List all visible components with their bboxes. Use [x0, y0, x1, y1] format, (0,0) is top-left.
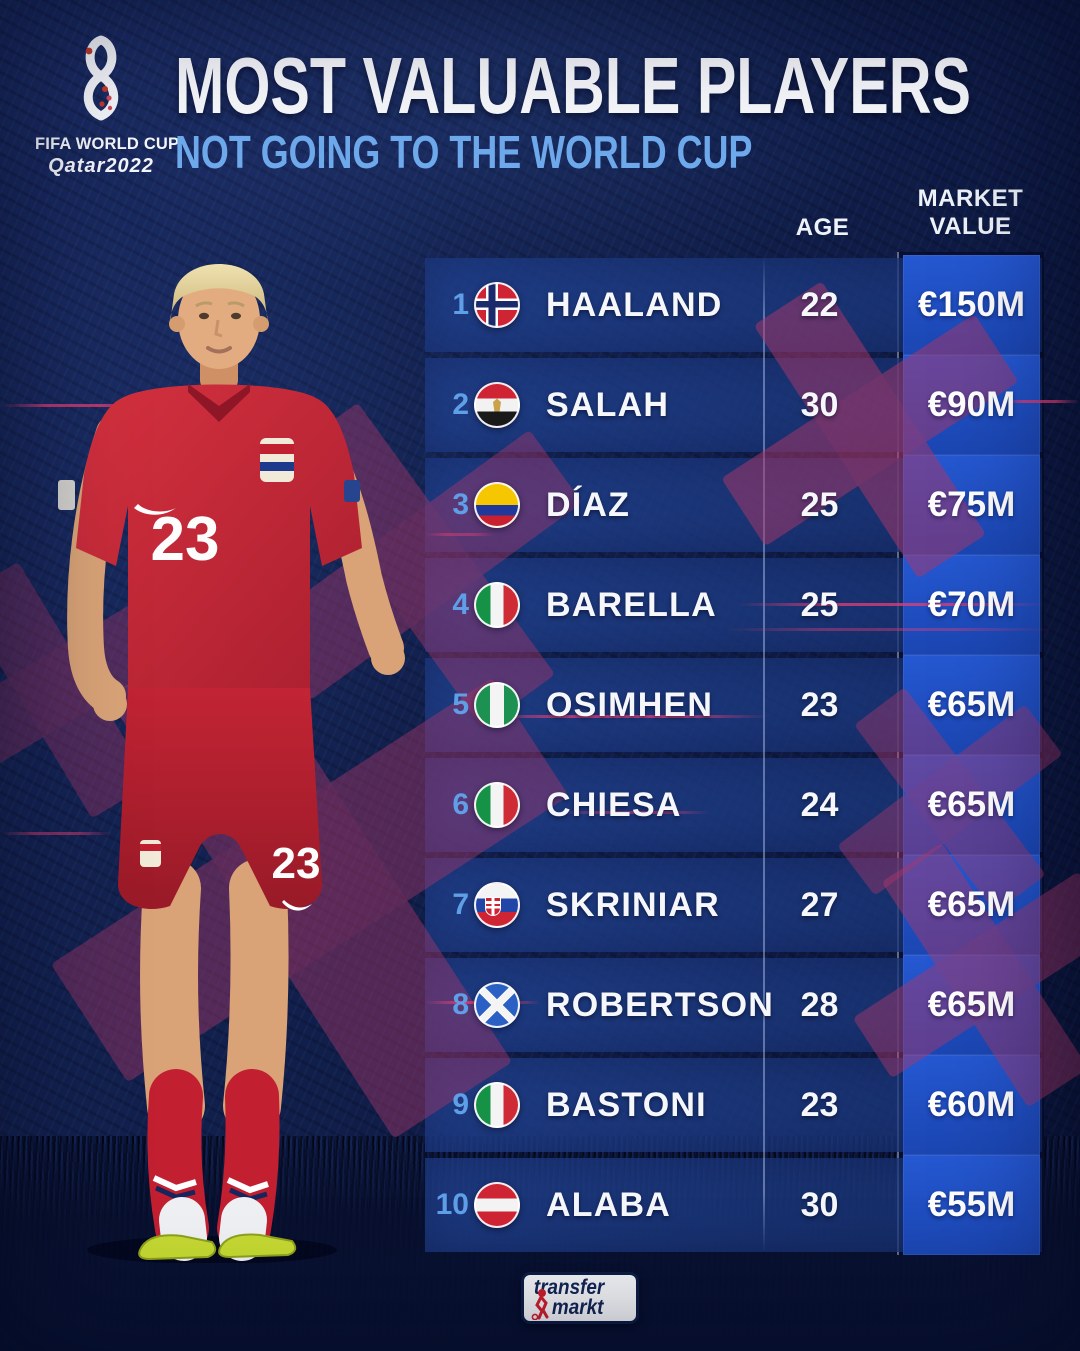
page-title: MOST VALUABLE PLAYERS: [175, 41, 971, 130]
age-value: 28: [800, 985, 839, 1024]
rank-label: 6: [452, 788, 469, 821]
age-value: 23: [800, 685, 839, 724]
flag-icon: [474, 1182, 520, 1228]
transfermarkt-text-top: transfer: [533, 1276, 605, 1299]
fifa-world-cup-logo: FIFA WORLD CUP Qatar2022: [35, 34, 180, 178]
flag-icon: [474, 882, 520, 928]
table-row: 3 DÍAZ 25 €75M: [425, 458, 1042, 552]
x-decoration: [0, 551, 194, 830]
rank-label: 5: [452, 688, 469, 721]
flag-icon: [474, 782, 520, 828]
rank-label: 1: [452, 288, 469, 321]
rank-label: 9: [452, 1088, 469, 1121]
market-value: €75M: [927, 485, 1016, 524]
flag-icon: [474, 1082, 520, 1128]
svg-text:23: 23: [272, 839, 321, 888]
flag-icon: [474, 382, 520, 428]
fifa-logo-text: FIFA WORLD CUP: [35, 135, 180, 153]
row-background: [425, 655, 1042, 755]
fifa-logo-year: Qatar2022: [48, 155, 154, 177]
streak-decoration: [0, 832, 112, 835]
player-name: ALABA: [546, 1185, 671, 1224]
flag-icon: [474, 582, 520, 628]
row-background: [425, 955, 1042, 1055]
row-background: [425, 255, 1042, 355]
table-row: 6 CHIESA 24 €65M: [425, 758, 1042, 852]
market-value: €65M: [927, 785, 1016, 824]
market-value: €70M: [927, 585, 1016, 624]
player-name: ROBERTSON: [546, 985, 775, 1024]
market-value: €65M: [927, 685, 1016, 724]
age-value: 30: [800, 1185, 839, 1224]
table-row: 10 ALABA 30 €55M: [425, 1158, 1042, 1252]
age-value: 22: [800, 285, 839, 324]
column-divider-line: [763, 256, 765, 1252]
rank-label: 8: [452, 988, 469, 1021]
rank-label: 7: [452, 888, 469, 921]
player-name: SALAH: [546, 385, 670, 424]
transfermarkt-logo: transfer markt: [521, 1272, 639, 1324]
row-background: [425, 755, 1042, 855]
flag-icon: [474, 982, 520, 1028]
row-background: [425, 455, 1042, 555]
table-row: 9 BASTONI 23 €60M: [425, 1058, 1042, 1152]
footballer-icon: [531, 1289, 549, 1320]
player-name: HAALAND: [546, 285, 723, 324]
flag-icon: [474, 282, 520, 328]
flag-icon: [474, 482, 520, 528]
age-value: 24: [800, 785, 839, 824]
player-name: DÍAZ: [546, 485, 631, 524]
flag-icon: [474, 682, 520, 728]
market-value: €65M: [927, 985, 1016, 1024]
age-value: 30: [800, 385, 839, 424]
svg-text:23: 23: [151, 505, 220, 574]
rank-label: 2: [452, 388, 469, 421]
market-value: €65M: [927, 885, 1016, 924]
row-background: [425, 355, 1042, 455]
player-name: BARELLA: [546, 585, 717, 624]
rank-label: 10: [435, 1188, 469, 1221]
table-row: 1 HAALAND 22 €150M: [425, 258, 1042, 352]
page-subtitle: NOT GOING TO THE WORLD CUP: [175, 126, 753, 178]
column-header-age: AGE: [795, 214, 850, 241]
market-value: €90M: [927, 385, 1016, 424]
age-value: 25: [800, 485, 839, 524]
table-row: 8 ROBERTSON 28 €65M: [425, 958, 1042, 1052]
rank-label: 4: [452, 588, 469, 621]
player-name: SKRINIAR: [546, 885, 720, 924]
rank-label: 3: [452, 488, 469, 521]
market-value: €60M: [927, 1085, 1016, 1124]
fifa-emblem: [83, 35, 119, 121]
player-photo: 23 23: [58, 264, 405, 1263]
row-background: [425, 855, 1042, 955]
column-header-market-value: MARKET VALUE: [917, 185, 1024, 240]
table-row: 5 OSIMHEN 23 €65M: [425, 658, 1042, 752]
table-row: 4 BARELLA 25 €70M: [425, 558, 1042, 652]
row-background: [425, 1155, 1042, 1255]
table-row: 2 SALAH 30 €90M: [425, 358, 1042, 452]
streak-decoration: [0, 404, 150, 407]
player-name: BASTONI: [546, 1085, 707, 1124]
player-name: OSIMHEN: [546, 685, 714, 724]
market-value: €55M: [927, 1185, 1016, 1224]
table-row: 7 SKRINIAR 27 €65M: [425, 858, 1042, 952]
age-value: 23: [800, 1085, 839, 1124]
age-value: 27: [800, 885, 839, 924]
row-background: [425, 1055, 1042, 1155]
age-value: 25: [800, 585, 839, 624]
player-name: CHIESA: [546, 785, 682, 824]
market-value: €150M: [917, 285, 1026, 324]
transfermarkt-text-bottom: markt: [551, 1296, 604, 1319]
